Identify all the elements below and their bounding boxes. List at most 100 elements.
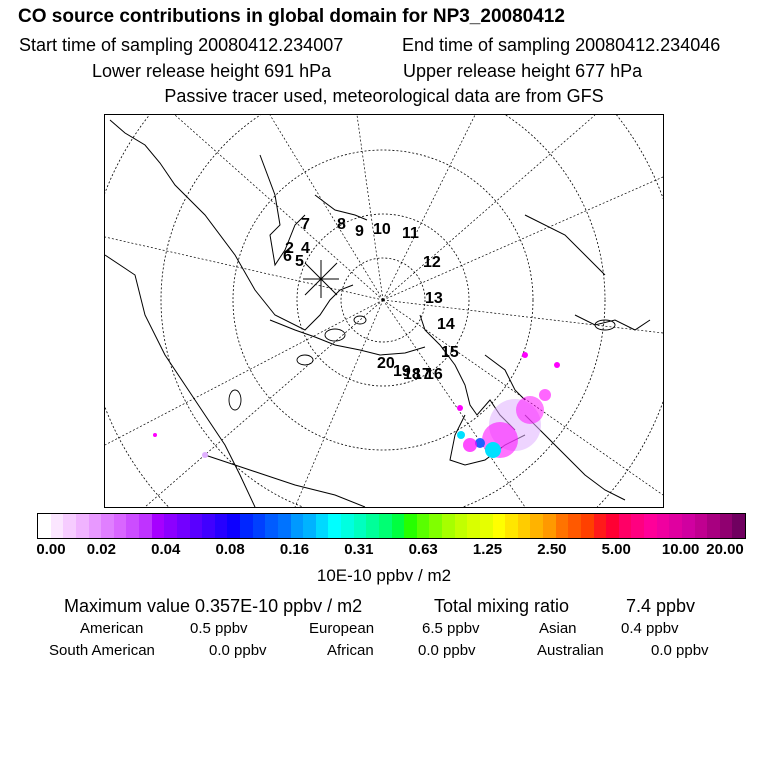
colorbar-segment bbox=[681, 514, 695, 538]
traj-label-5: 5 bbox=[295, 253, 304, 270]
colorbar-segment bbox=[353, 514, 367, 538]
region-american-value: 0.5 ppbv bbox=[190, 620, 248, 637]
end-time-text: End time of sampling 20080412.234046 bbox=[402, 35, 721, 55]
region-asian-name: Asian bbox=[539, 620, 577, 637]
region-european-value: 6.5 ppbv bbox=[422, 620, 480, 637]
colorbar-segment bbox=[669, 514, 682, 538]
lat-circle-40 bbox=[232, 149, 534, 451]
colorbar-segment bbox=[126, 514, 139, 538]
colorbar-segment bbox=[492, 514, 506, 538]
region-african-name: African bbox=[327, 642, 374, 659]
traj-label-17: 17 bbox=[413, 366, 431, 383]
colorbar-segment bbox=[139, 514, 152, 538]
tracer-note-text: Passive tracer used, meteorological data… bbox=[164, 86, 604, 106]
colorbar-segment bbox=[467, 514, 480, 538]
colorbar-segment bbox=[719, 514, 733, 538]
colorbar-segment bbox=[366, 514, 379, 538]
colorbar-segment bbox=[707, 514, 720, 538]
region-australian-name: Australian bbox=[537, 642, 604, 659]
colorbar-tick-label: 20.00 bbox=[706, 541, 744, 558]
colorbar-segment bbox=[303, 514, 316, 538]
colorbar-segment bbox=[694, 514, 708, 538]
colorbar-segment bbox=[555, 514, 569, 538]
colorbar-segment bbox=[101, 514, 114, 538]
start-time-text: Start time of sampling 20080412.234007 bbox=[19, 35, 344, 55]
region-asian-value: 0.4 ppbv bbox=[621, 620, 679, 637]
colorbar-segment bbox=[442, 514, 455, 538]
colorbar-segment bbox=[50, 514, 64, 538]
coastlines bbox=[105, 119, 651, 507]
traj-label-20: 20 bbox=[377, 355, 395, 372]
release-site-marker bbox=[303, 260, 339, 298]
colorbar-tick-label: 0.63 bbox=[408, 541, 438, 558]
colorbar-segment bbox=[277, 514, 291, 538]
colorbar-segment bbox=[202, 514, 215, 538]
region-south-american-name: South American bbox=[49, 642, 155, 659]
traj-label-4: 4 bbox=[301, 240, 310, 257]
lat-circle-60 bbox=[296, 213, 470, 387]
colorbar-segment bbox=[315, 514, 329, 538]
colorbar-segment bbox=[63, 514, 76, 538]
figure-title: CO source contributions in global domain… bbox=[18, 6, 565, 27]
polar-map-panel: 7 8 9 10 11 12 13 14 15 16 2 4 5 6 17 18… bbox=[104, 114, 664, 508]
traj-label-2: 2 bbox=[285, 240, 294, 257]
colorbar-segment bbox=[404, 514, 417, 538]
traj-label-12: 12 bbox=[423, 254, 441, 271]
traj-label-7: 7 bbox=[301, 216, 310, 233]
colorbar-segment bbox=[530, 514, 543, 538]
colorbar-segment bbox=[164, 514, 177, 538]
colorbar-segment bbox=[606, 514, 619, 538]
colorbar-segment bbox=[505, 514, 518, 538]
co-footprint-plume bbox=[153, 352, 560, 458]
total-mixing-ratio-label: Total mixing ratio bbox=[434, 596, 570, 616]
region-african-value: 0.0 ppbv bbox=[418, 642, 476, 659]
colorbar-segment bbox=[644, 514, 657, 538]
traj-label-10: 10 bbox=[373, 221, 391, 238]
colorbar-segment bbox=[75, 514, 89, 538]
colorbar-segment bbox=[479, 514, 493, 538]
colorbar-segment bbox=[290, 514, 304, 538]
colorbar-segment bbox=[240, 514, 253, 538]
lat-circle-20 bbox=[160, 115, 606, 507]
region-european-name: European bbox=[309, 620, 375, 637]
colorbar-segment bbox=[378, 514, 392, 538]
traj-label-13: 13 bbox=[425, 290, 443, 307]
colorbar-segment bbox=[517, 514, 531, 538]
traj-label-11: 11 bbox=[402, 225, 419, 242]
colorbar-tick-label: 2.50 bbox=[537, 541, 567, 558]
colorbar-tick-label: 0.04 bbox=[151, 541, 181, 558]
colorbar-segment bbox=[618, 514, 632, 538]
traj-label-14: 14 bbox=[437, 316, 455, 333]
colorbar-tick-label: 0.08 bbox=[215, 541, 245, 558]
colorbar-segment bbox=[568, 514, 581, 538]
colorbar-segment bbox=[341, 514, 354, 538]
region-american-name: American bbox=[80, 620, 144, 637]
colorbar-tick-label: 0.00 bbox=[36, 541, 66, 558]
traj-label-8: 8 bbox=[337, 216, 346, 233]
upper-release-height-text: Upper release height 677 hPa bbox=[403, 61, 643, 81]
colorbar-segment bbox=[328, 514, 341, 538]
colorbar-segment bbox=[252, 514, 266, 538]
traj-label-15: 15 bbox=[441, 344, 459, 361]
colorbar-segment bbox=[543, 514, 556, 538]
colorbar-segment bbox=[416, 514, 430, 538]
total-mixing-ratio-value: 7.4 ppbv bbox=[626, 596, 696, 616]
colorbar-segment bbox=[88, 514, 102, 538]
lat-circle-0 bbox=[105, 115, 663, 507]
colorbar-segment bbox=[227, 514, 240, 538]
colorbar-segment bbox=[454, 514, 468, 538]
colorbar-tick-label: 0.16 bbox=[279, 541, 310, 558]
lat-circle-80 bbox=[340, 257, 426, 343]
colorbar-segment bbox=[176, 514, 190, 538]
traj-label-9: 9 bbox=[355, 223, 364, 240]
colorbar-segment bbox=[214, 514, 228, 538]
colorbar-segment bbox=[265, 514, 278, 538]
traj-label-18: 18 bbox=[403, 366, 421, 383]
colorbar-tick-label: 1.25 bbox=[472, 541, 503, 558]
colorbar-segment bbox=[38, 514, 51, 538]
colorbar-segment bbox=[580, 514, 594, 538]
colorbar-tick-label: 10.00 bbox=[661, 541, 700, 558]
colorbar-tick-label: 0.02 bbox=[86, 541, 116, 558]
colorbar-segment bbox=[113, 514, 127, 538]
polar-map-svg: 7 8 9 10 11 12 13 14 15 16 2 4 5 6 17 18… bbox=[105, 115, 663, 507]
